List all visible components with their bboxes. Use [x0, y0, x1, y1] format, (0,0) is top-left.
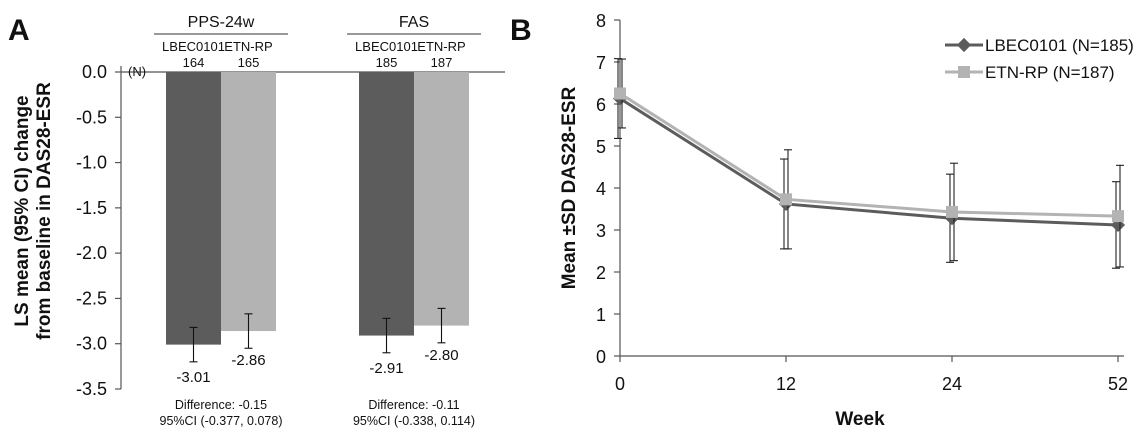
panel-b-series — [612, 58, 1126, 269]
panel-b-legend: LBEC0101 (N=185) ETN-RP (N=187) — [945, 36, 1134, 82]
panel-a-arm-label: LBEC0101 — [162, 39, 225, 54]
panel-a-difference: Difference: -0.15 — [175, 398, 267, 412]
panel-a-letter: A — [8, 14, 30, 47]
panel-a-y-tick-label: -1.0 — [76, 153, 107, 173]
panel-b-y-tick-label: 2 — [596, 263, 606, 283]
panel-a-value-label: -2.80 — [424, 347, 458, 364]
panel-b-line — [619, 97, 1119, 227]
panel-b-y-tick-label: 4 — [596, 179, 606, 199]
panel-a-axes: 0.0 -0.5 -1.0 -1.5 -2.0 -2.5 -3.0 -3.5 — [76, 62, 505, 399]
panel-b-y-tick-label: 8 — [596, 11, 606, 31]
panel-a-n-value: 165 — [238, 55, 260, 70]
panel-a-value-label: -2.91 — [369, 360, 403, 377]
panel-a-y-axis-title-line-1: LS mean (95% CI) change — [12, 95, 33, 326]
panel-b-y-tick-label: 7 — [596, 53, 606, 73]
panel-b-x-tick-label: 0 — [615, 374, 625, 394]
panel-a-y-tick-label: -2.0 — [76, 243, 107, 263]
panel-b-series-0 — [612, 58, 1126, 269]
panel-b-y-tick-label: 6 — [596, 95, 606, 115]
panel-a-y-tick-label: -3.0 — [76, 334, 107, 354]
panel-a-y-tick-label: -3.5 — [76, 379, 107, 399]
panel-a-arm-label: LBEC0101 — [355, 39, 418, 54]
panel-a-group-title: FAS — [399, 14, 429, 31]
panel-a-y-tick-label: -2.5 — [76, 288, 107, 308]
panel-a-value-label: -3.01 — [176, 369, 210, 386]
panel-b-x-tick-label: 52 — [1108, 374, 1128, 394]
panel-a-n-value: 185 — [376, 55, 398, 70]
panel-a-group-title: PPS-24w — [188, 14, 255, 31]
panel-a-ci-text: 95%CI (-0.338, 0.114) — [353, 414, 475, 428]
panel-a-y-axis-title: LS mean (95% CI) change from baseline in… — [12, 82, 55, 340]
panel-a-y-tick-label: -0.5 — [76, 107, 107, 127]
panel-b-letter: B — [510, 14, 532, 47]
legend-marker-lbec0101 — [956, 37, 972, 53]
panel-a-bars — [166, 72, 469, 363]
panel-a-difference: Difference: -0.11 — [368, 398, 459, 412]
panel-a-n-value: 187 — [431, 55, 453, 70]
panel-a-value-label: -2.86 — [231, 352, 265, 369]
panel-a-arm-label: ETN-RP — [224, 39, 272, 54]
panel-a-bar — [166, 72, 221, 345]
legend-marker-etn-rp — [958, 66, 970, 78]
panel-a-y-tick-label: -1.5 — [76, 198, 107, 218]
panel-b-x-axis-title: Week — [835, 409, 885, 430]
panel-a-ci-text: 95%CI (-0.377, 0.078) — [160, 414, 283, 428]
panel-b-y-axis-title: Mean ±SD DAS28-ESR — [559, 86, 580, 289]
panel-b-y-tick-label: 5 — [596, 137, 606, 157]
panel-a-bar — [414, 72, 469, 326]
panel-b-x-tick-label: 12 — [776, 374, 796, 394]
panel-a-n-label: (N) — [128, 64, 146, 79]
panel-b-y-tick-label: 0 — [596, 347, 606, 367]
panel-a-n-value: 164 — [183, 55, 205, 70]
panel-b-y-tick-label: 3 — [596, 221, 606, 241]
panel-a-bar — [359, 72, 414, 336]
panel-b-point — [614, 87, 626, 100]
panel-a-y-axis-title-line-2: from baseline in DAS28-ESR — [34, 82, 55, 340]
legend-label-lbec0101: LBEC0101 (N=185) — [985, 36, 1134, 55]
panel-b-point — [946, 205, 958, 218]
legend-label-etn-rp: ETN-RP (N=187) — [985, 63, 1115, 82]
panel-b-point — [1112, 210, 1124, 223]
panel-b-y-tick-label: 1 — [596, 305, 606, 325]
panel-a-bar — [221, 72, 276, 332]
panel-b-x-tick-label: 24 — [942, 374, 962, 394]
panel-b-series-1 — [614, 58, 1124, 268]
panel-b-point — [780, 193, 792, 206]
panel-a-arm-label: ETN-RP — [417, 39, 465, 54]
panel-a-labels: (N)PPS-24wLBEC0101164-3.01ETN-RP165-2.86… — [128, 14, 481, 428]
panel-b-line — [619, 92, 1119, 218]
panel-a-y-tick-label: 0.0 — [82, 62, 107, 82]
